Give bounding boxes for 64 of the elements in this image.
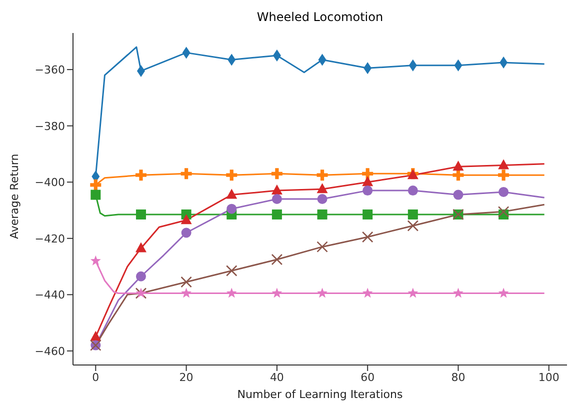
x-tick-label: 40 [270, 370, 284, 384]
x-tick-label: 0 [92, 370, 100, 384]
x-tick-label: 80 [451, 370, 466, 384]
point [408, 186, 418, 196]
point [180, 214, 192, 224]
point [226, 188, 238, 199]
point [453, 190, 464, 200]
y-tick-label: −400 [34, 176, 65, 190]
point [136, 209, 146, 220]
x-tick-label: 60 [360, 370, 375, 384]
point [362, 231, 374, 243]
point [272, 288, 282, 298]
point [453, 288, 464, 298]
point [498, 170, 510, 181]
point [498, 159, 510, 170]
point [316, 183, 328, 194]
point [316, 241, 328, 252]
x-tick-label: 100 [538, 370, 560, 384]
chart-title: Wheeled Locomotion [256, 10, 384, 24]
point [362, 176, 374, 186]
point [271, 184, 282, 195]
point [271, 168, 282, 180]
point [272, 194, 282, 204]
point [407, 220, 419, 232]
point [498, 206, 510, 218]
point [135, 242, 146, 252]
point [90, 179, 102, 190]
point [271, 254, 283, 266]
y-tick-label: −460 [34, 344, 65, 358]
point [226, 288, 237, 298]
y-tick-label: −380 [34, 120, 65, 133]
point [317, 194, 328, 204]
point [452, 160, 464, 171]
point [226, 170, 238, 181]
point [180, 168, 192, 180]
point [90, 190, 101, 200]
point [316, 170, 328, 181]
y-tick-label: −420 [34, 232, 65, 246]
point [362, 168, 374, 180]
point [362, 186, 373, 196]
point [498, 288, 509, 298]
point [226, 265, 238, 276]
point [90, 330, 102, 341]
point [317, 209, 328, 220]
point [180, 276, 192, 288]
point [408, 288, 418, 298]
y-tick-label: −360 [34, 63, 65, 76]
point [317, 288, 328, 298]
point [135, 170, 146, 181]
point [408, 209, 418, 220]
x-tick-label: 20 [179, 370, 194, 384]
point [362, 288, 373, 298]
point [452, 170, 464, 181]
point [181, 228, 192, 238]
y-tick-label: −440 [34, 288, 65, 302]
y-axis-title: Average Return [8, 154, 21, 239]
point [181, 288, 192, 298]
point [362, 209, 373, 220]
point [272, 209, 282, 220]
point [90, 255, 101, 266]
x-axis-title: Number of Learning Iterations [237, 388, 403, 401]
point [136, 271, 146, 282]
point [498, 186, 509, 197]
point [226, 204, 237, 214]
